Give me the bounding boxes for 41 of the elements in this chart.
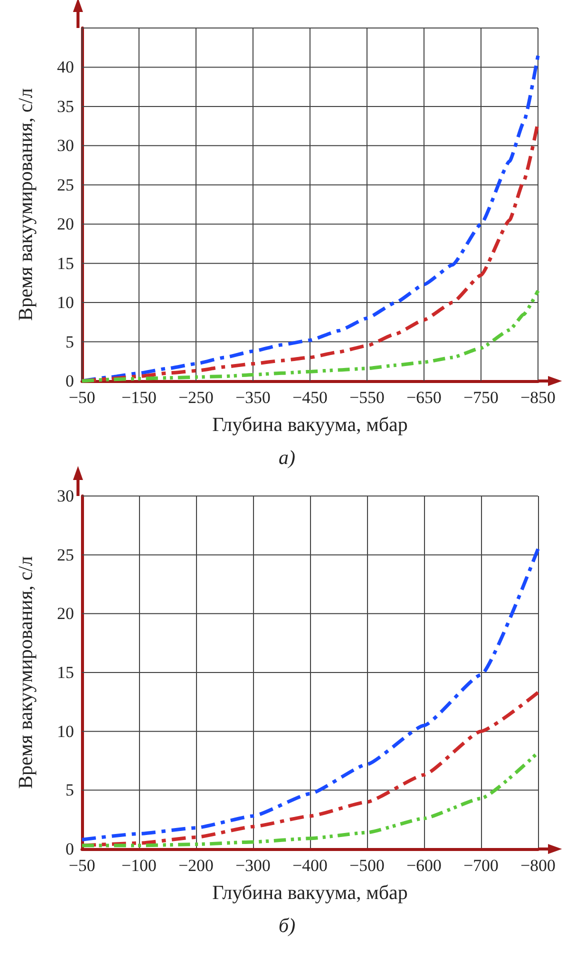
x-tick-label: −500 xyxy=(349,856,385,875)
x-tick-label: −150 xyxy=(121,388,157,407)
y-tick-label: 20 xyxy=(57,604,74,624)
x-tick-label: −450 xyxy=(292,388,328,407)
y-tick-label: 5 xyxy=(66,780,74,800)
x-tick-label: −100 xyxy=(121,856,157,875)
y-tick-label: 30 xyxy=(57,136,74,156)
x-tick-label: −750 xyxy=(463,388,499,407)
y-axis-title: Время вакуумирования, с/л xyxy=(15,88,37,321)
y-axis-title: Время вакуумирования, с/л xyxy=(15,556,37,789)
y-tick-label: 0 xyxy=(66,372,74,390)
y-tick-label: 25 xyxy=(57,175,74,194)
y-tick-label: 5 xyxy=(66,332,74,352)
y-tick-label: 15 xyxy=(57,663,74,682)
x-axis-title: Глубина вакуума, мбар xyxy=(212,882,408,904)
y-tick-label: 10 xyxy=(57,722,74,741)
x-axis-title: Глубина вакуума, мбар xyxy=(212,414,408,436)
y-tick-label: 10 xyxy=(57,293,74,312)
x-tick-label: −400 xyxy=(292,856,328,875)
text: а) xyxy=(278,447,296,469)
x-tick-label: −800 xyxy=(520,856,556,875)
x-tick-label: −550 xyxy=(349,388,385,407)
x-tick-label: −350 xyxy=(235,388,271,407)
y-tick-label: 30 xyxy=(57,486,74,506)
y-tick-label: 15 xyxy=(57,254,74,273)
x-tick-label: −650 xyxy=(406,388,442,407)
line-series xyxy=(80,547,540,842)
y-tick-label: 35 xyxy=(57,96,74,116)
x-tick-label: −250 xyxy=(178,388,214,407)
x-tick-label: −700 xyxy=(463,856,499,875)
x-tick-label: −850 xyxy=(520,388,556,407)
y-tick-label: 20 xyxy=(57,214,74,234)
x-tick-label: −300 xyxy=(235,856,271,875)
y-tick-label: 25 xyxy=(57,545,74,564)
y-tick-label: 0 xyxy=(66,840,74,858)
x-tick-label: −600 xyxy=(406,856,442,875)
x-tick-label: −50 xyxy=(68,856,96,875)
x-tick-label: −50 xyxy=(68,388,96,407)
x-tick-label: −200 xyxy=(178,856,214,875)
y-tick-label: 40 xyxy=(57,58,74,77)
text: б) xyxy=(278,915,296,937)
